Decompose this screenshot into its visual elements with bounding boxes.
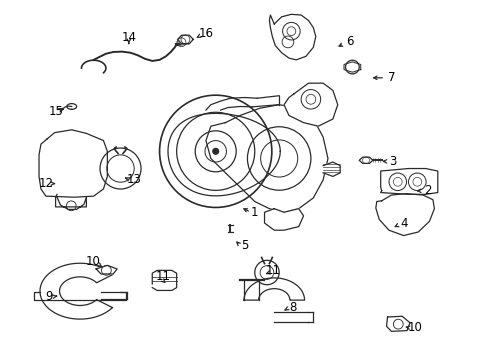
Polygon shape	[323, 162, 340, 176]
Text: 16: 16	[198, 27, 214, 40]
Polygon shape	[244, 278, 305, 300]
Polygon shape	[206, 105, 328, 212]
Text: 5: 5	[241, 239, 249, 252]
Polygon shape	[96, 265, 117, 274]
Text: 3: 3	[389, 155, 396, 168]
Polygon shape	[265, 209, 304, 230]
Text: 13: 13	[126, 173, 141, 186]
Polygon shape	[34, 292, 126, 300]
Polygon shape	[55, 194, 86, 210]
Polygon shape	[270, 14, 316, 60]
Circle shape	[213, 148, 219, 154]
Polygon shape	[387, 316, 410, 331]
Text: 9: 9	[45, 290, 52, 303]
Text: 11: 11	[155, 270, 171, 283]
Polygon shape	[359, 157, 373, 163]
Text: 4: 4	[400, 216, 407, 230]
Text: 10: 10	[85, 255, 100, 268]
Polygon shape	[284, 83, 338, 126]
Polygon shape	[152, 270, 177, 291]
Polygon shape	[178, 35, 193, 44]
Text: 7: 7	[388, 71, 395, 84]
Text: 11: 11	[266, 264, 281, 277]
Text: 8: 8	[289, 301, 296, 314]
Text: 12: 12	[38, 177, 53, 190]
Polygon shape	[39, 130, 107, 197]
Polygon shape	[381, 168, 438, 194]
Text: 14: 14	[122, 31, 136, 44]
Polygon shape	[168, 113, 280, 196]
Polygon shape	[40, 263, 112, 319]
Text: 15: 15	[48, 105, 63, 118]
Text: 1: 1	[251, 206, 259, 219]
Text: 2: 2	[424, 184, 432, 197]
Text: 6: 6	[346, 35, 354, 49]
Text: 10: 10	[407, 321, 422, 334]
Polygon shape	[376, 194, 435, 235]
